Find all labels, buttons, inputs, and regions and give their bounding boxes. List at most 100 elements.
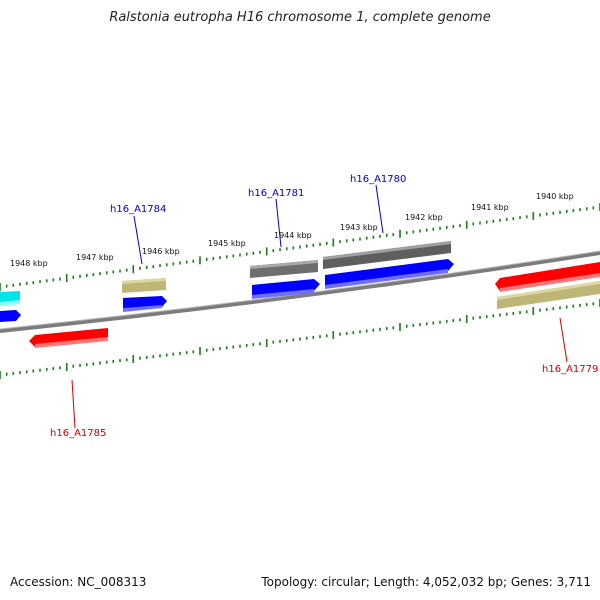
minor-tick (359, 330, 361, 334)
minor-tick (512, 217, 515, 221)
major-tick (265, 247, 268, 256)
minor-tick (139, 356, 141, 360)
minor-tick (259, 342, 261, 346)
minor-tick (52, 367, 55, 371)
minor-tick (299, 245, 301, 249)
minor-tick (165, 353, 168, 357)
minor-tick (339, 240, 341, 244)
gene-label-h16-a1779[interactable]: h16_A1779 (542, 364, 598, 375)
major-tick (332, 331, 335, 339)
cds-forward-a1781[interactable] (252, 279, 320, 297)
minor-tick (139, 266, 141, 270)
minor-tick (579, 303, 581, 307)
feature-h16-a1779[interactable] (495, 262, 600, 291)
minor-tick (552, 307, 555, 311)
minor-tick (585, 303, 588, 307)
minor-tick (312, 243, 315, 247)
minor-tick (232, 345, 235, 349)
minor-tick (185, 351, 188, 355)
cds-forward-a1780[interactable] (325, 259, 454, 287)
minor-tick (145, 355, 148, 359)
minor-tick (392, 233, 395, 237)
minor-tick (25, 370, 28, 374)
gene-label-h16-a1784[interactable]: h16_A1784 (110, 204, 166, 215)
minor-tick (365, 236, 368, 240)
major-tick (465, 315, 468, 323)
minor-tick (119, 359, 121, 363)
minor-tick (425, 228, 428, 232)
leader-a1784 (133, 215, 143, 265)
minor-tick (345, 331, 348, 335)
minor-tick (525, 310, 528, 314)
minor-tick (419, 229, 421, 233)
minor-tick (125, 358, 128, 362)
scale-label-1942: 1942 kbp (405, 213, 443, 222)
minor-tick (99, 272, 101, 276)
leader-a1780 (375, 184, 384, 234)
minor-tick (79, 363, 81, 367)
scale-ticks-bottom (0, 299, 600, 379)
minor-tick (179, 261, 181, 265)
minor-tick (312, 335, 315, 339)
minor-tick (432, 227, 435, 231)
major-tick (132, 265, 135, 274)
minor-tick (185, 260, 188, 264)
minor-tick (579, 208, 581, 212)
minor-tick (112, 359, 115, 363)
minor-tick (565, 209, 568, 213)
minor-tick (352, 331, 355, 335)
minor-tick (479, 315, 481, 319)
major-tick (399, 323, 401, 331)
minor-tick (592, 302, 595, 306)
minor-tick (5, 284, 8, 288)
minor-tick (179, 351, 181, 355)
gene-label-h16-a1781[interactable]: h16_A1781 (248, 188, 304, 199)
major-tick (265, 339, 268, 347)
chromosome-backbone (0, 251, 600, 333)
minor-tick (372, 328, 375, 332)
minor-tick (272, 340, 275, 344)
minor-tick (459, 224, 461, 228)
minor-tick (412, 230, 415, 234)
gene-label-h16-a1785[interactable]: h16_A1785 (50, 428, 106, 439)
minor-tick (319, 335, 321, 339)
minor-tick (219, 256, 221, 260)
scale-label-1940: 1940 kbp (536, 192, 574, 201)
leader-a1781 (275, 198, 282, 248)
minor-tick (239, 253, 241, 257)
minor-tick (279, 248, 281, 252)
minor-tick (472, 222, 475, 226)
minor-tick (5, 372, 8, 376)
minor-tick (59, 366, 61, 370)
minor-tick (45, 367, 48, 371)
minor-tick (492, 219, 495, 223)
major-tick (65, 274, 68, 283)
minor-tick (212, 257, 215, 261)
major-tick (465, 220, 468, 229)
minor-tick (499, 313, 501, 317)
minor-tick (472, 316, 475, 320)
minor-tick (145, 265, 148, 269)
minor-tick (232, 254, 235, 258)
feature-h16-a1785[interactable] (29, 328, 108, 347)
minor-tick (159, 354, 161, 358)
feature-forward-left[interactable] (0, 310, 21, 322)
scale-label-1944: 1944 kbp (274, 231, 312, 240)
minor-tick (499, 218, 501, 222)
gene-label-h16-a1780[interactable]: h16_A1780 (350, 174, 406, 185)
minor-tick (372, 235, 375, 239)
major-tick (332, 238, 335, 247)
minor-tick (205, 257, 208, 261)
minor-tick (292, 338, 295, 342)
minor-tick (285, 339, 288, 343)
minor-tick (485, 315, 488, 319)
minor-tick (125, 268, 128, 272)
minor-tick (379, 327, 381, 331)
minor-tick (225, 255, 228, 259)
minor-tick (92, 273, 95, 277)
minor-tick (325, 241, 328, 245)
minor-tick (345, 239, 348, 243)
minor-tick (152, 355, 155, 359)
scale-label-1945: 1945 kbp (208, 239, 246, 248)
